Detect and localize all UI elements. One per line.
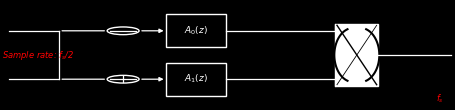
Text: $A_1(z)$: $A_1(z)$	[184, 73, 207, 85]
Text: Sample rate: $f_s$/2: Sample rate: $f_s$/2	[2, 49, 74, 61]
Text: $A_0(z)$: $A_0(z)$	[184, 25, 207, 37]
FancyBboxPatch shape	[166, 14, 225, 47]
Text: $f_s$: $f_s$	[435, 93, 443, 105]
Circle shape	[107, 75, 139, 83]
FancyBboxPatch shape	[334, 24, 378, 86]
Circle shape	[107, 27, 139, 35]
FancyBboxPatch shape	[166, 63, 225, 96]
